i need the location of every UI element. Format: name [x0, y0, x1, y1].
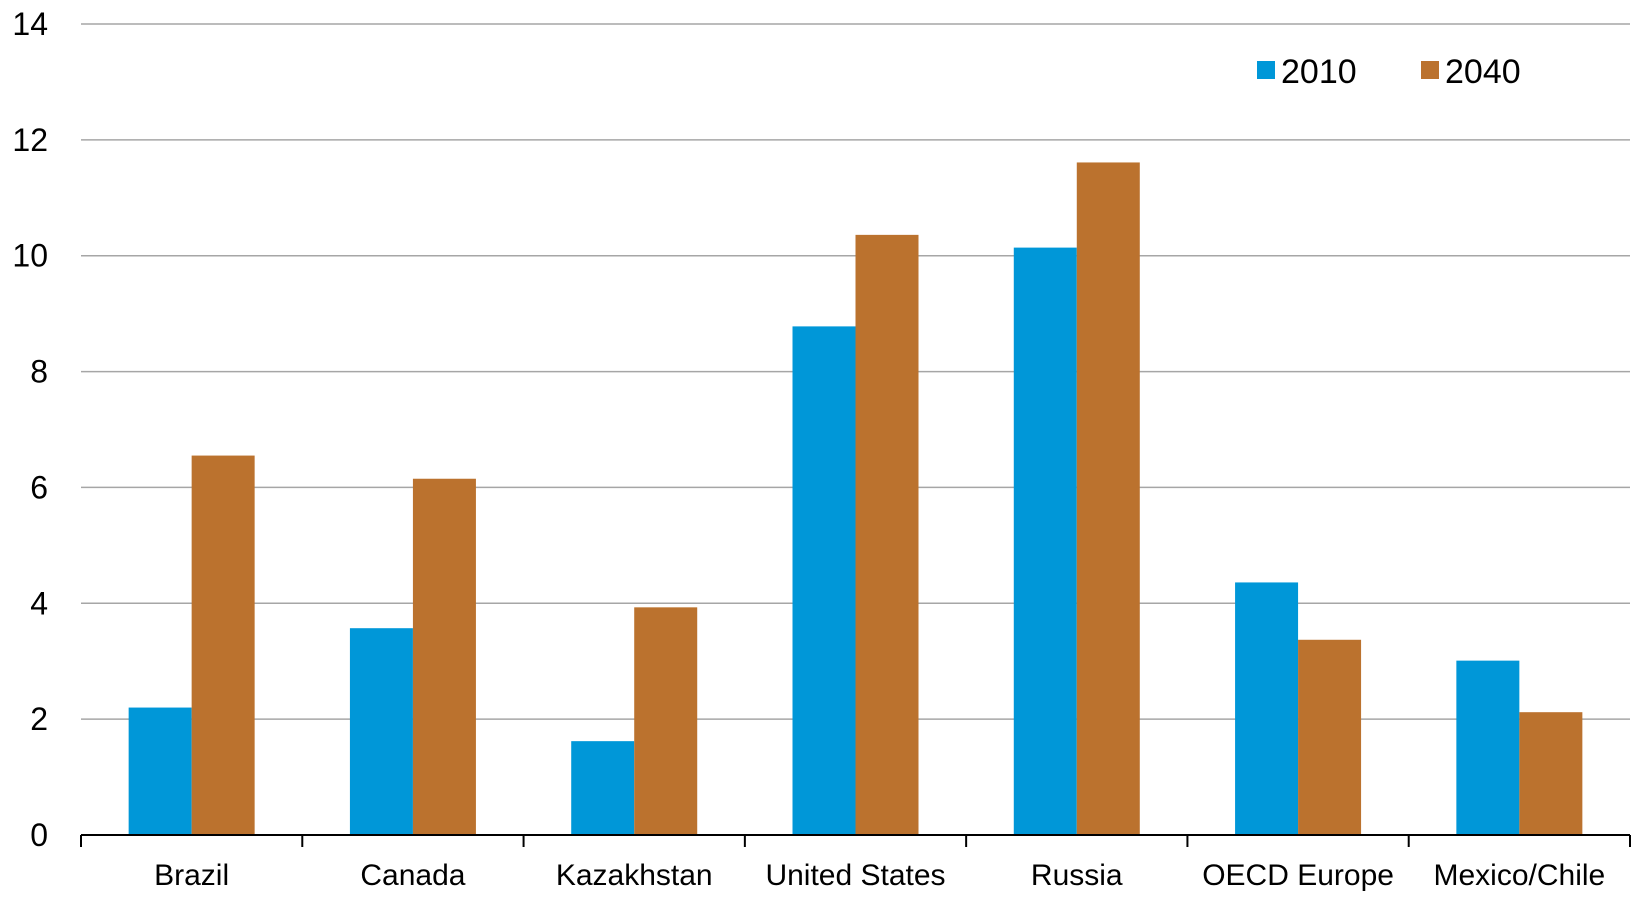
y-tick-label: 0: [30, 817, 48, 853]
x-axis-tick-labels: Brazil Canada Kazakhstan United States Russi…: [154, 859, 1605, 892]
x-tick-label: Russia: [1031, 859, 1123, 892]
bar-2040-canada: [412, 478, 476, 835]
legend-label-2040: 2040: [1445, 53, 1521, 91]
bar-2010-canada: [349, 628, 413, 835]
bar-2040-brazil: [191, 455, 255, 835]
bar-2010-brazil: [128, 707, 192, 835]
y-tick-label: 14: [12, 6, 48, 42]
y-tick-label: 4: [30, 585, 48, 621]
bar-2010-kazakhstan: [571, 741, 635, 835]
bar-2010-mexico-chile: [1456, 660, 1520, 835]
x-tick-label: Brazil: [154, 859, 229, 892]
x-tick-label: Mexico/Chile: [1433, 859, 1605, 892]
y-tick-label: 12: [12, 122, 48, 158]
bar-2040-mexico-chile: [1519, 712, 1583, 835]
x-tick-label: Kazakhstan: [556, 859, 713, 892]
x-tick-label: OECD Europe: [1202, 859, 1394, 892]
bar-2010-russia: [1013, 247, 1077, 836]
legend-swatch-2010: [1257, 61, 1275, 79]
x-tick-label: Canada: [360, 859, 465, 892]
bar-2040-oecd-europe: [1298, 639, 1362, 835]
bars: [128, 162, 1583, 836]
x-tick-label: United States: [765, 859, 945, 892]
bar-2040-kazakhstan: [634, 607, 698, 835]
bar-2010-oecd-europe: [1235, 582, 1299, 835]
legend-swatch-2040: [1421, 61, 1439, 79]
legend-label-2010: 2010: [1281, 53, 1357, 91]
y-axis-tick-labels: 0 2 4 6 8 10 12 14: [12, 6, 48, 853]
y-tick-label: 10: [12, 238, 48, 274]
y-tick-label: 2: [30, 701, 48, 737]
bar-2010-united-states: [792, 326, 856, 835]
y-tick-label: 6: [30, 469, 48, 505]
x-axis: [80, 834, 1631, 847]
y-tick-label: 8: [30, 354, 48, 390]
legend: 2010 2040: [1257, 53, 1521, 91]
bar-2040-united-states: [855, 234, 919, 836]
bar-2040-russia: [1076, 162, 1140, 835]
